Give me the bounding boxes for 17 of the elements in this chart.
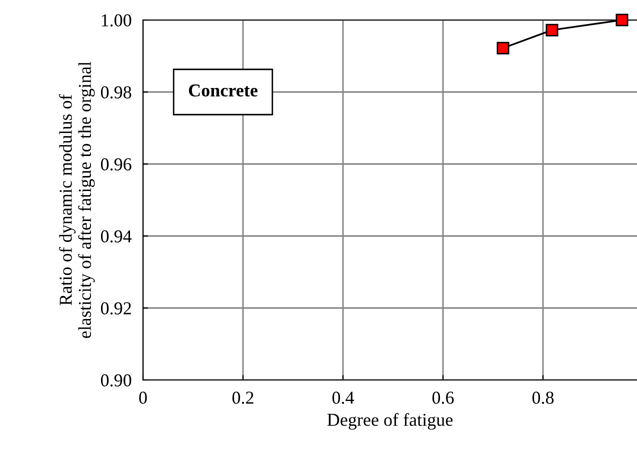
- y-axis-title: Ratio of dynamic modulus of elasticity of after fatigue to the orginal: [58, 62, 95, 338]
- x-axis-title: Degree of fatigue: [327, 413, 453, 430]
- point: [496, 42, 510, 54]
- x-tick-label: 0.4: [332, 392, 354, 404]
- annotation: Concrete: [188, 84, 258, 97]
- x-tick-label: 0.2: [232, 392, 254, 404]
- y-tick-label: 0.94: [100, 230, 132, 243]
- x-tick-label: 0.8: [532, 392, 554, 404]
- point: [616, 14, 628, 26]
- y-tick-label: 0.96: [100, 158, 132, 171]
- y-tick-label: 1.00: [102, 14, 132, 27]
- x-tick-label: 0: [139, 392, 147, 404]
- y-tick-label: 0.92: [100, 302, 131, 315]
- y-tick-label: 0.90: [100, 374, 132, 387]
- x-tick-label: 0.6: [432, 392, 454, 404]
- y-tick-label: 0.98: [100, 86, 132, 99]
- point: [546, 24, 558, 36]
